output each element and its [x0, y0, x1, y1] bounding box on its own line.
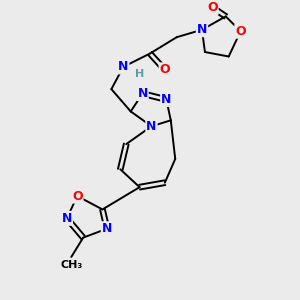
Text: N: N [146, 120, 157, 133]
Text: N: N [197, 23, 207, 36]
Text: O: O [72, 190, 83, 202]
Text: N: N [161, 93, 172, 106]
Text: O: O [160, 63, 170, 76]
Text: CH₃: CH₃ [60, 260, 82, 270]
Text: H: H [135, 69, 144, 79]
Text: N: N [118, 60, 128, 74]
Text: N: N [137, 87, 148, 100]
Text: O: O [207, 1, 218, 14]
Text: N: N [62, 212, 72, 225]
Text: N: N [102, 222, 112, 235]
Text: O: O [235, 25, 246, 38]
